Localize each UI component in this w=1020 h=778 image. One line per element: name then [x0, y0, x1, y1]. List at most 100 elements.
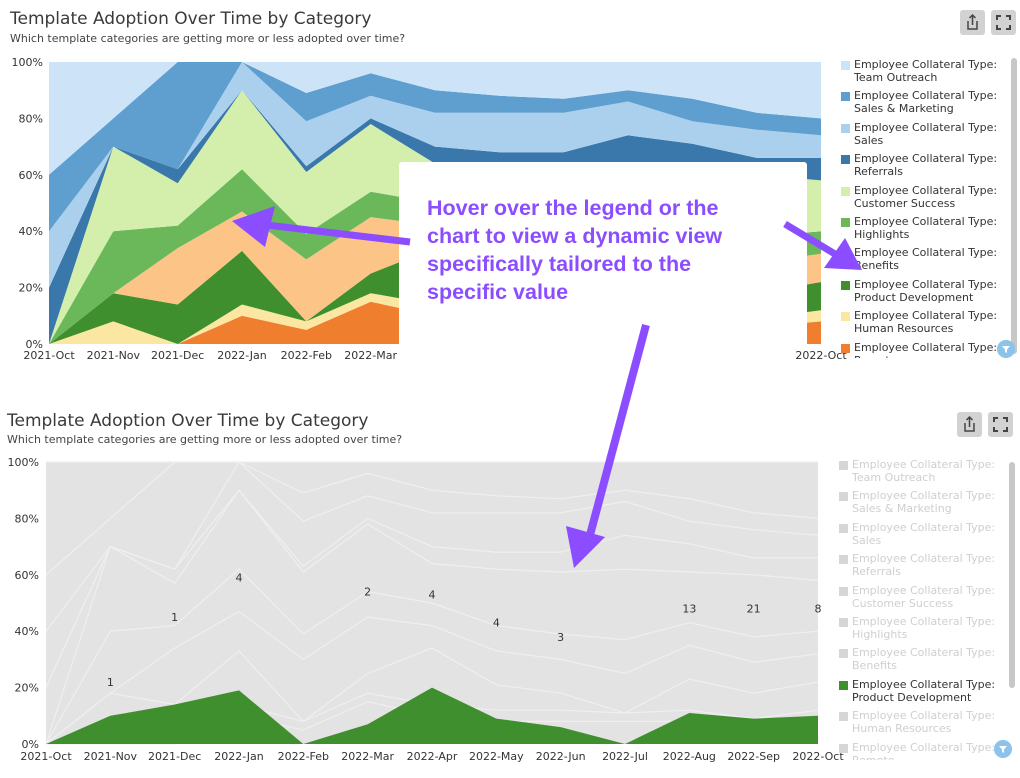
x-tick-label: 2021-Oct	[23, 349, 75, 362]
x-tick-label: 2022-Aug	[663, 750, 716, 763]
y-tick-label: 40%	[19, 225, 43, 238]
legend-item[interactable]: Employee Collateral Type: Team Outreach	[838, 58, 998, 89]
y-tick-label: 60%	[19, 169, 43, 182]
area-series-highlighted[interactable]	[46, 687, 818, 744]
legend-item[interactable]: Employee Collateral Type: Benefits	[836, 646, 998, 677]
filter-icon	[999, 746, 1007, 753]
data-label: 1	[171, 611, 178, 624]
legend-swatch	[841, 155, 850, 165]
x-tick-label: 2022-Oct	[792, 750, 844, 763]
x-tick-label: 2022-Jan	[217, 349, 267, 362]
legend-swatch	[839, 461, 848, 470]
legend-label: Employee Collateral Type: Remote	[852, 740, 996, 760]
legend-label: Employee Collateral Type: Sales	[852, 520, 996, 547]
x-tick-label: 2022-Feb	[281, 349, 332, 362]
area-series-1[interactable]	[49, 293, 821, 344]
filter-icon	[1002, 346, 1010, 353]
chart-panel-bottom: Template Adoption Over Time by Category …	[0, 405, 1020, 778]
data-label: 4	[236, 572, 243, 585]
legend-swatch	[839, 555, 848, 565]
legend-item[interactable]: Employee Collateral Type: Human Resource…	[838, 309, 998, 340]
chart-legend[interactable]: Employee Collateral Type: Team Outreach E…	[838, 58, 998, 358]
fullscreen-icon	[993, 417, 1008, 432]
legend-label: Employee Collateral Type: Sales	[854, 120, 998, 147]
legend-label: Employee Collateral Type: Benefits	[854, 246, 998, 273]
legend-label: Employee Collateral Type: Highlights	[852, 614, 996, 641]
legend-item[interactable]: Employee Collateral Type: Highlights	[838, 215, 998, 246]
legend-label: Employee Collateral Type: Customer Succe…	[852, 583, 996, 610]
area-series-5[interactable]	[49, 90, 821, 344]
legend-scrollbar[interactable]	[1009, 462, 1015, 688]
data-label: 1	[107, 676, 114, 689]
callout-text: Hover over the legend or the chart to vi…	[427, 196, 723, 304]
legend-swatch	[839, 492, 848, 502]
x-tick-label: 2021-Dec	[148, 750, 201, 763]
share-icon	[967, 13, 978, 30]
legend-item[interactable]: Employee Collateral Type: Remote	[838, 341, 998, 358]
share-button[interactable]	[957, 412, 982, 437]
legend-swatch	[839, 523, 848, 533]
legend-label: Employee Collateral Type: Referrals	[852, 552, 996, 579]
legend-swatch	[839, 649, 848, 659]
x-tick-label: 2022-Mar	[341, 750, 394, 763]
x-tick-label: 2021-Dec	[151, 349, 204, 362]
x-tick-label: 2021-Nov	[84, 750, 138, 763]
y-tick-label: 0%	[22, 738, 39, 751]
fullscreen-button[interactable]	[991, 10, 1016, 35]
legend-item[interactable]: Employee Collateral Type: Sales	[838, 121, 998, 152]
legend-item[interactable]: Employee Collateral Type: Highlights	[836, 615, 998, 646]
legend-label: Employee Collateral Type: Product Develo…	[852, 677, 996, 704]
legend-swatch	[839, 617, 848, 627]
area-series-6[interactable]	[49, 90, 821, 344]
share-icon	[964, 415, 975, 432]
legend-item[interactable]: Employee Collateral Type: Product Develo…	[838, 278, 998, 309]
area-series-9[interactable]	[49, 62, 821, 175]
y-tick-label: 100%	[12, 56, 43, 69]
chart-subtitle: Which template categories are getting mo…	[10, 32, 406, 45]
legend-item[interactable]: Employee Collateral Type: Referrals	[836, 552, 998, 583]
legend-swatch	[841, 186, 850, 196]
fullscreen-icon	[996, 15, 1011, 30]
legend-label: Employee Collateral Type: Product Develo…	[854, 277, 998, 304]
legend-label: Employee Collateral Type: Highlights	[854, 214, 998, 241]
chart-title: Template Adoption Over Time by Category	[10, 9, 372, 29]
legend-item[interactable]: Employee Collateral Type: Customer Succe…	[838, 184, 998, 215]
legend-item[interactable]: Employee Collateral Type: Remote	[836, 741, 998, 760]
legend-label: Employee Collateral Type: Sales & Market…	[854, 89, 998, 116]
legend-item[interactable]: Employee Collateral Type: Benefits	[838, 246, 998, 277]
legend-item[interactable]: Employee Collateral Type: Human Resource…	[836, 709, 998, 740]
data-label: 4	[493, 617, 500, 630]
y-tick-label: 20%	[19, 282, 43, 295]
legend-scrollbar[interactable]	[1011, 58, 1017, 354]
legend-item[interactable]: Employee Collateral Type: Product Develo…	[836, 678, 998, 709]
filter-button[interactable]	[994, 740, 1012, 758]
legend-label: Employee Collateral Type: Team Outreach	[854, 58, 998, 84]
legend-item[interactable]: Employee Collateral Type: Referrals	[838, 152, 998, 183]
x-tick-label: 2021-Oct	[20, 750, 72, 763]
legend-label: Employee Collateral Type: Sales & Market…	[852, 489, 996, 516]
legend-item[interactable]: Employee Collateral Type: Customer Succe…	[836, 584, 998, 615]
share-button[interactable]	[960, 10, 985, 35]
legend-item[interactable]: Employee Collateral Type: Sales & Market…	[838, 89, 998, 120]
y-tick-label: 20%	[15, 682, 39, 695]
filter-button[interactable]	[997, 340, 1015, 358]
area-series-7[interactable]	[49, 62, 821, 288]
dimmed-series-line-3	[45, 610, 819, 745]
y-tick-label: 60%	[15, 569, 39, 582]
fullscreen-button[interactable]	[988, 412, 1013, 437]
legend-swatch	[841, 123, 850, 133]
chart-legend[interactable]: Employee Collateral Type: Team Outreach E…	[836, 458, 998, 760]
legend-item[interactable]: Employee Collateral Type: Sales	[836, 521, 998, 552]
data-label: 21	[747, 603, 761, 616]
area-series-8[interactable]	[49, 62, 821, 232]
legend-item[interactable]: Employee Collateral Type: Team Outreach	[836, 458, 998, 489]
data-label: 3	[557, 631, 564, 644]
legend-swatch	[841, 92, 850, 102]
x-tick-label: 2021-Nov	[87, 349, 141, 362]
y-tick-label: 80%	[19, 112, 43, 125]
legend-item[interactable]: Employee Collateral Type: Sales & Market…	[836, 489, 998, 520]
legend-swatch	[839, 680, 848, 690]
legend-swatch	[839, 712, 848, 722]
legend-swatch	[841, 312, 850, 322]
